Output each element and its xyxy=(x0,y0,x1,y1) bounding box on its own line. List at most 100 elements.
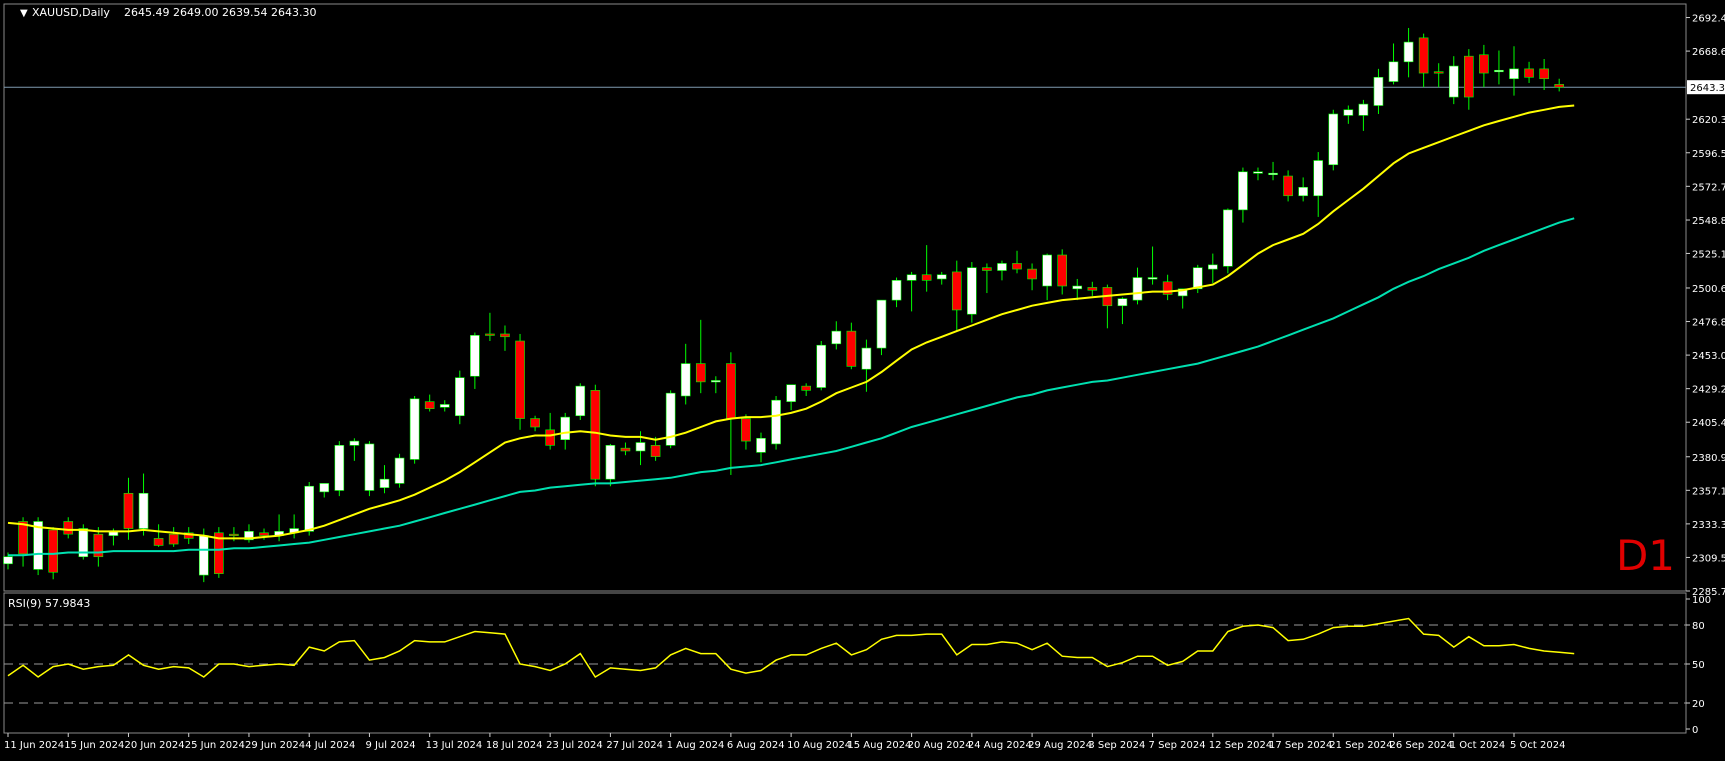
candle xyxy=(244,524,254,543)
candle-body-bull xyxy=(816,344,827,388)
time-tick-label: 1 Aug 2024 xyxy=(667,740,725,751)
time-tick-label: 6 Aug 2024 xyxy=(727,740,785,751)
candle xyxy=(801,383,811,396)
candle xyxy=(620,442,631,456)
candle xyxy=(1539,58,1549,91)
candle xyxy=(1042,253,1052,301)
rsi-tick-label: 100 xyxy=(1692,595,1711,606)
candle-body-bull xyxy=(409,398,420,460)
candle-body-bear xyxy=(982,267,992,271)
candle xyxy=(1464,49,1474,110)
candle xyxy=(1479,44,1489,88)
symbol-dropdown-icon[interactable]: ▼ xyxy=(20,8,28,19)
candle xyxy=(319,483,330,498)
time-axis[interactable]: 11 Jun 2024 15 Jun 2024 20 Jun 2024 25 Jun … xyxy=(4,733,1565,751)
time-tick-label: 7 Sep 2024 xyxy=(1149,740,1206,751)
rsi-panel-frame xyxy=(3,592,1687,734)
price-tick-label: 2500.60 xyxy=(1692,284,1725,295)
price-tick-label: 2380.90 xyxy=(1692,453,1725,464)
time-tick-label: 21 Sep 2024 xyxy=(1329,740,1392,751)
candle-body-bull xyxy=(786,384,796,402)
rsi-level-lines xyxy=(4,624,1686,704)
candle-body-bull xyxy=(454,377,465,417)
candle-body-bear xyxy=(123,492,134,529)
rsi-tick-label: 80 xyxy=(1692,621,1705,632)
candle-body-bull xyxy=(33,521,43,570)
price-tick-label: 2453.00 xyxy=(1692,351,1725,362)
candle-body-bull xyxy=(1042,254,1052,287)
candle xyxy=(1253,167,1263,181)
price-tick-label: 2572.70 xyxy=(1692,182,1725,193)
candle-body-bull xyxy=(711,380,721,383)
time-tick-label: 29 Aug 2024 xyxy=(1028,740,1092,751)
candle-body-bull xyxy=(198,535,209,576)
candle-body-bull xyxy=(138,492,149,529)
price-tick-label: 2620.30 xyxy=(1692,115,1725,126)
price-tick-label: 2525.10 xyxy=(1692,249,1725,260)
candle xyxy=(1283,170,1293,202)
candle-body-bull xyxy=(1509,68,1519,80)
candle-body-bull xyxy=(1298,187,1308,197)
candle xyxy=(409,395,420,464)
candle xyxy=(1313,152,1324,217)
candle xyxy=(123,477,134,540)
candle xyxy=(1343,105,1354,124)
candle-body-bull xyxy=(1388,61,1399,82)
candle-body-bear xyxy=(1539,68,1549,80)
candle-body-bear xyxy=(1283,175,1293,197)
candle xyxy=(665,390,676,449)
price-panel[interactable]: ▼ XAUUSD,Daily 2645.49 2649.00 2639.54 2… xyxy=(3,3,1687,592)
candle xyxy=(1223,208,1233,274)
candle-body-bear xyxy=(921,274,932,281)
candle xyxy=(951,260,962,332)
candle-body-bull xyxy=(349,440,360,446)
candle xyxy=(936,271,947,285)
rsi-tick-label: 50 xyxy=(1692,660,1705,671)
candle xyxy=(650,436,661,461)
candle-body-bear xyxy=(1162,281,1173,295)
candle xyxy=(334,441,345,497)
price-tick-label: 2429.20 xyxy=(1692,385,1725,396)
candle-body-bull xyxy=(394,457,405,484)
candle xyxy=(891,277,902,308)
rsi-line xyxy=(7,617,1575,679)
candle-body-bull xyxy=(1268,172,1278,176)
candle xyxy=(1418,33,1429,88)
candle-body-bear xyxy=(1027,268,1037,280)
candle xyxy=(63,517,74,539)
candle-body-bull xyxy=(891,280,902,301)
candle-body-bull xyxy=(861,347,872,370)
candle-body-bear xyxy=(1087,287,1098,291)
price-tick-label: 2668.60 xyxy=(1692,47,1725,58)
rsi-panel[interactable]: RSI(9) 57.9843 xyxy=(3,592,1687,734)
candle-body-bull xyxy=(1494,69,1504,73)
candle-body-bear xyxy=(1433,71,1444,74)
price-axis[interactable]: 2692.40 2668.60 2620.30 2596.50 2572.70 2548.… xyxy=(1685,4,1725,598)
candle xyxy=(997,260,1007,281)
candle-body-bull xyxy=(1192,267,1203,290)
candle-body-bear xyxy=(63,521,74,535)
candle-body-bull xyxy=(1072,285,1083,290)
candle-body-bear xyxy=(259,532,269,536)
candle xyxy=(168,527,179,547)
time-tick-label: 29 Jun 2024 xyxy=(245,740,305,751)
price-tick-label: 2692.40 xyxy=(1692,14,1725,25)
current-price-tag: 2643.30 xyxy=(1687,80,1725,95)
candle xyxy=(214,527,224,578)
candle xyxy=(1403,27,1414,78)
time-tick-label: 24 Aug 2024 xyxy=(968,740,1032,751)
candle xyxy=(967,262,977,323)
candle-body-bear xyxy=(485,333,495,336)
candle xyxy=(590,384,601,487)
candle xyxy=(470,332,480,389)
symbol-timeframe-label: XAUUSD,Daily xyxy=(32,6,110,19)
candle xyxy=(1554,78,1564,92)
candle-body-bear xyxy=(214,532,224,574)
candle xyxy=(93,527,104,567)
candle-body-bull xyxy=(1132,277,1143,301)
candle xyxy=(138,473,149,536)
candle xyxy=(1177,288,1188,309)
candle-body-bear xyxy=(801,385,811,391)
candle-body-bear xyxy=(1464,55,1474,98)
